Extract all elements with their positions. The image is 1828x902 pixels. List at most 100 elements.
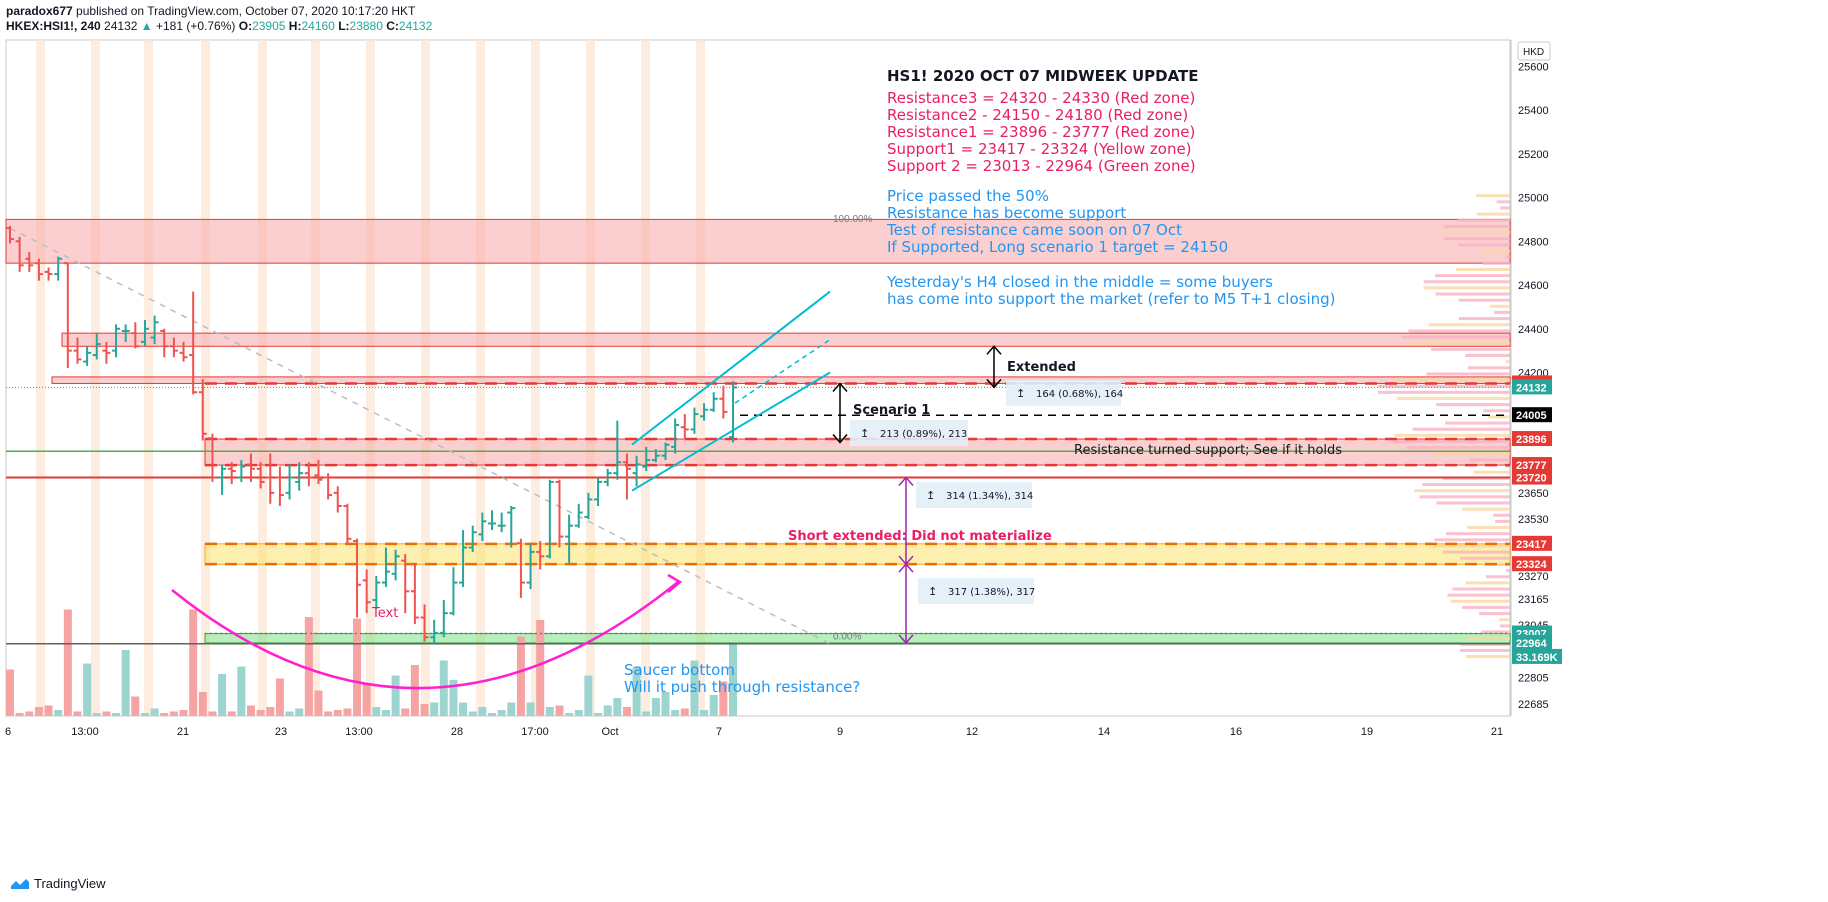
volume-profile-bin [1479,612,1510,616]
y-tick-label: 23165 [1518,594,1549,606]
volume-profile-bin [1408,341,1510,345]
measure-label-box [1006,380,1121,406]
y-tick-label: 23270 [1518,571,1549,583]
volume-profile-bin [1443,237,1510,241]
volume-bar [478,707,487,716]
volume-bar [594,713,603,716]
scenario-arrow-tail [832,434,848,444]
price-tag-label: 23896 [1516,434,1547,446]
volume-bar [198,692,207,716]
volume-profile-bin [1506,255,1510,259]
price-tag-label: 22964 [1516,638,1547,650]
saucer-label: Will it push through resistance? [624,678,860,696]
volume-bar [227,711,236,716]
volume-bar [15,713,24,716]
volume-profile-bin [1457,243,1510,247]
annotation-level: Resistance1 = 23896 - 23777 (Red zone) [887,123,1195,141]
author-name[interactable]: paradox677 [6,4,73,18]
y-tick-label: 24800 [1518,236,1549,248]
volume-profile-bin [1473,470,1510,474]
volume-profile-bin [1422,483,1510,487]
volume-profile-bin [1462,605,1510,609]
volume-bar [83,663,92,716]
volume-profile-bin [1423,286,1510,290]
last-price: 24132 [104,19,138,33]
price-tag [1512,469,1552,485]
publish-info: published on TradingView.com, October 07… [76,4,416,18]
price-tag-label: 23777 [1516,460,1547,472]
volume-profile-bin [1435,292,1510,296]
measure-label: 164 (0.68%), 164 [1036,389,1123,400]
symbol-label: HKEX:HSI1!, 240 [6,19,101,33]
currency-badge [1517,41,1551,61]
price-tag-label: 23720 [1516,473,1547,485]
volume-bar [536,620,545,716]
fib-label-bottom: 0.00% [833,632,861,643]
volume-bar [150,708,159,716]
volume-profile-bin [1401,335,1510,339]
price-tag [1512,556,1552,572]
volume-bar [439,660,448,716]
volume-bar [208,711,217,716]
volume-bar [391,675,400,716]
x-tick-label: Oct [601,726,618,738]
volume-bar [430,702,439,716]
annotation-note: has come into support the market (refer … [887,290,1336,308]
volume-bar [719,681,728,716]
channel-lower [631,371,831,492]
up-arrow-icon: ▲ [140,19,153,33]
publish-line: paradox677 published on TradingView.com,… [6,4,432,19]
range-arrow-lower-head [898,563,914,573]
volume-profile-bin [1436,501,1510,505]
volume-bar [651,698,660,716]
x-tick-label: 23 [275,726,287,738]
volume-profile-bin [1428,323,1510,327]
volume-bar [324,711,333,716]
x-tick-label: 21 [1491,726,1503,738]
volume-profile-bin [1462,507,1510,511]
volume-profile-bin [1414,489,1510,493]
annotation-level: Support 2 = 23013 - 22964 (Green zone) [887,157,1196,175]
brand-label[interactable]: TradingView [34,876,106,891]
volume-profile-bin [1423,280,1510,284]
text-label: Text [371,606,398,621]
measure-label: 317 (1.38%), 317 [948,587,1035,598]
y-tick-label: 23530 [1518,514,1549,526]
measure-label-box [916,482,1032,508]
volume-bar [449,680,458,716]
volume-bar [6,669,14,716]
volume-bar [574,710,583,716]
x-tick-label: 17:00 [521,726,549,738]
volume-profile-bin [1436,403,1510,407]
volume-bar [603,705,612,716]
volume-bar [642,711,651,716]
tradingview-logo-icon [11,878,29,889]
volume-bar [507,702,516,716]
volume-profile-bin [1490,304,1510,308]
short-extended-label: Short extended: Did not materialize [788,529,1052,544]
volume-profile-bin [1434,274,1510,278]
volume-profile-bin [1378,390,1510,394]
high-value: 24160 [301,19,335,33]
volume-bar [314,690,323,716]
volume-profile-bin [1394,433,1510,437]
zone-layer [5,218,1511,644]
volume-bar [237,666,246,716]
volume-profile-layer [1377,194,1510,659]
volume-bar [179,710,188,716]
volume-bar [632,666,641,716]
volume-profile-bin [1476,212,1510,216]
price-tag [1512,457,1552,473]
volume-profile-bin [1481,630,1510,634]
channel-upper [631,290,831,446]
volume-bar [160,713,169,716]
resistance-turned-label: Resistance turned support; See if it hol… [1074,443,1342,458]
volume-bar [729,644,737,716]
volume-profile-bin [1442,550,1510,554]
x-tick-label: 9 [837,726,843,738]
volume-profile-bin [1394,378,1510,382]
axis-layer: 2560025400252002500024800246002440024200… [5,40,1562,738]
zone-yellow [204,543,1511,565]
volume-bar [497,710,506,716]
